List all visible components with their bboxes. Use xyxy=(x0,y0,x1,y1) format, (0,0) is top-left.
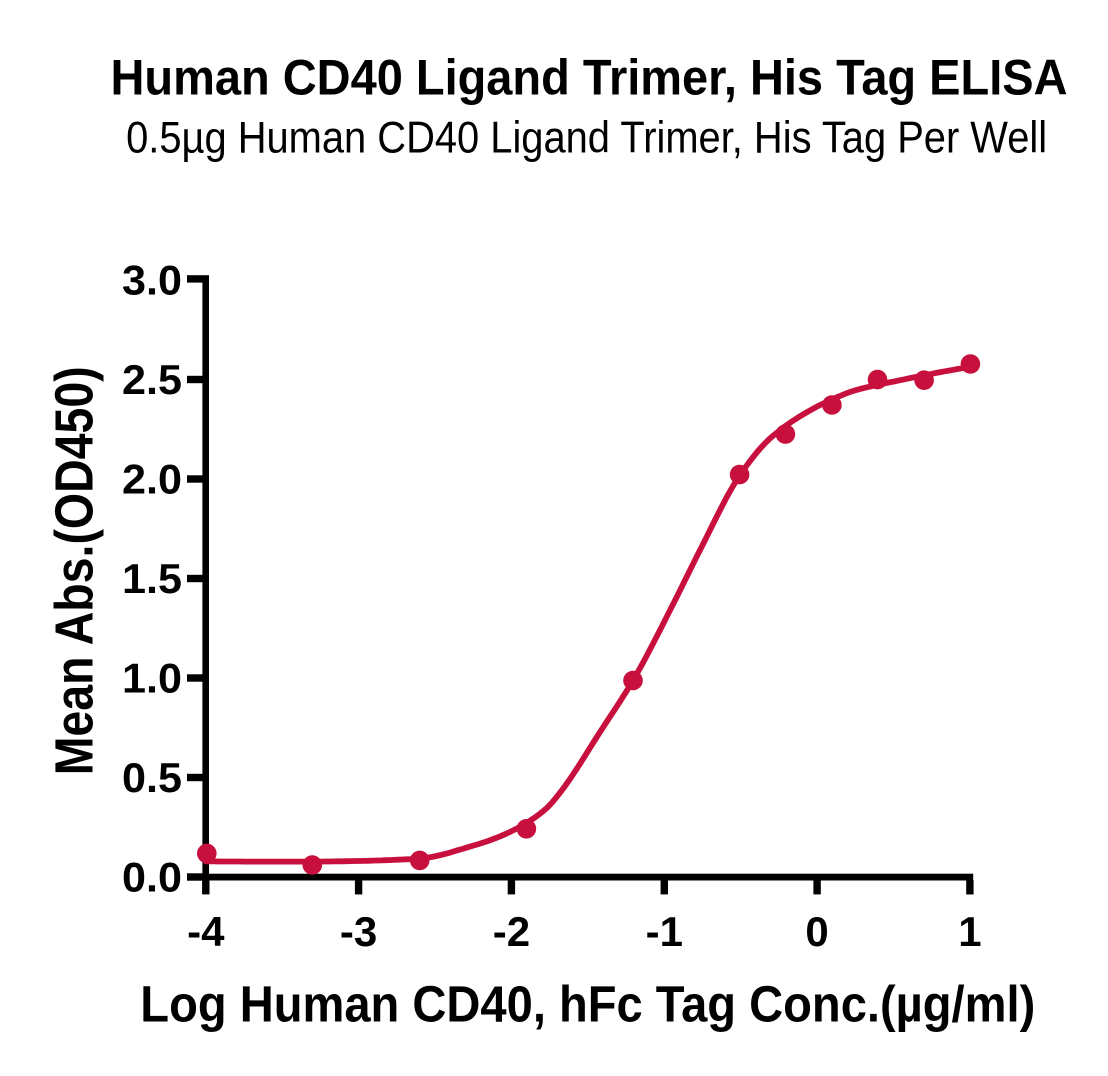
svg-text:-1: -1 xyxy=(646,908,683,955)
svg-text:2.5: 2.5 xyxy=(122,356,182,403)
svg-text:0.5: 0.5 xyxy=(122,754,182,801)
svg-text:-2: -2 xyxy=(493,908,530,955)
svg-text:Mean Abs.(OD450): Mean Abs.(OD450) xyxy=(46,366,105,775)
svg-text:3.0: 3.0 xyxy=(122,257,182,304)
svg-text:1.0: 1.0 xyxy=(122,655,182,702)
svg-text:0.0: 0.0 xyxy=(122,854,182,901)
svg-text:-4: -4 xyxy=(187,908,225,955)
svg-text:Log Human CD40, hFc Tag Conc.(: Log Human CD40, hFc Tag Conc.(µg/ml) xyxy=(140,975,1035,1032)
svg-text:1.5: 1.5 xyxy=(122,555,182,602)
svg-text:-3: -3 xyxy=(340,908,377,955)
svg-text:0: 0 xyxy=(805,908,828,955)
svg-text:0.5µg Human CD40 Ligand Trimer: 0.5µg Human CD40 Ligand Trimer, His Tag … xyxy=(126,113,1047,162)
svg-text:1: 1 xyxy=(958,908,981,955)
svg-text:Human CD40 Ligand Trimer, His: Human CD40 Ligand Trimer, His Tag ELISA xyxy=(111,50,1068,106)
svg-text:2.0: 2.0 xyxy=(122,456,182,503)
